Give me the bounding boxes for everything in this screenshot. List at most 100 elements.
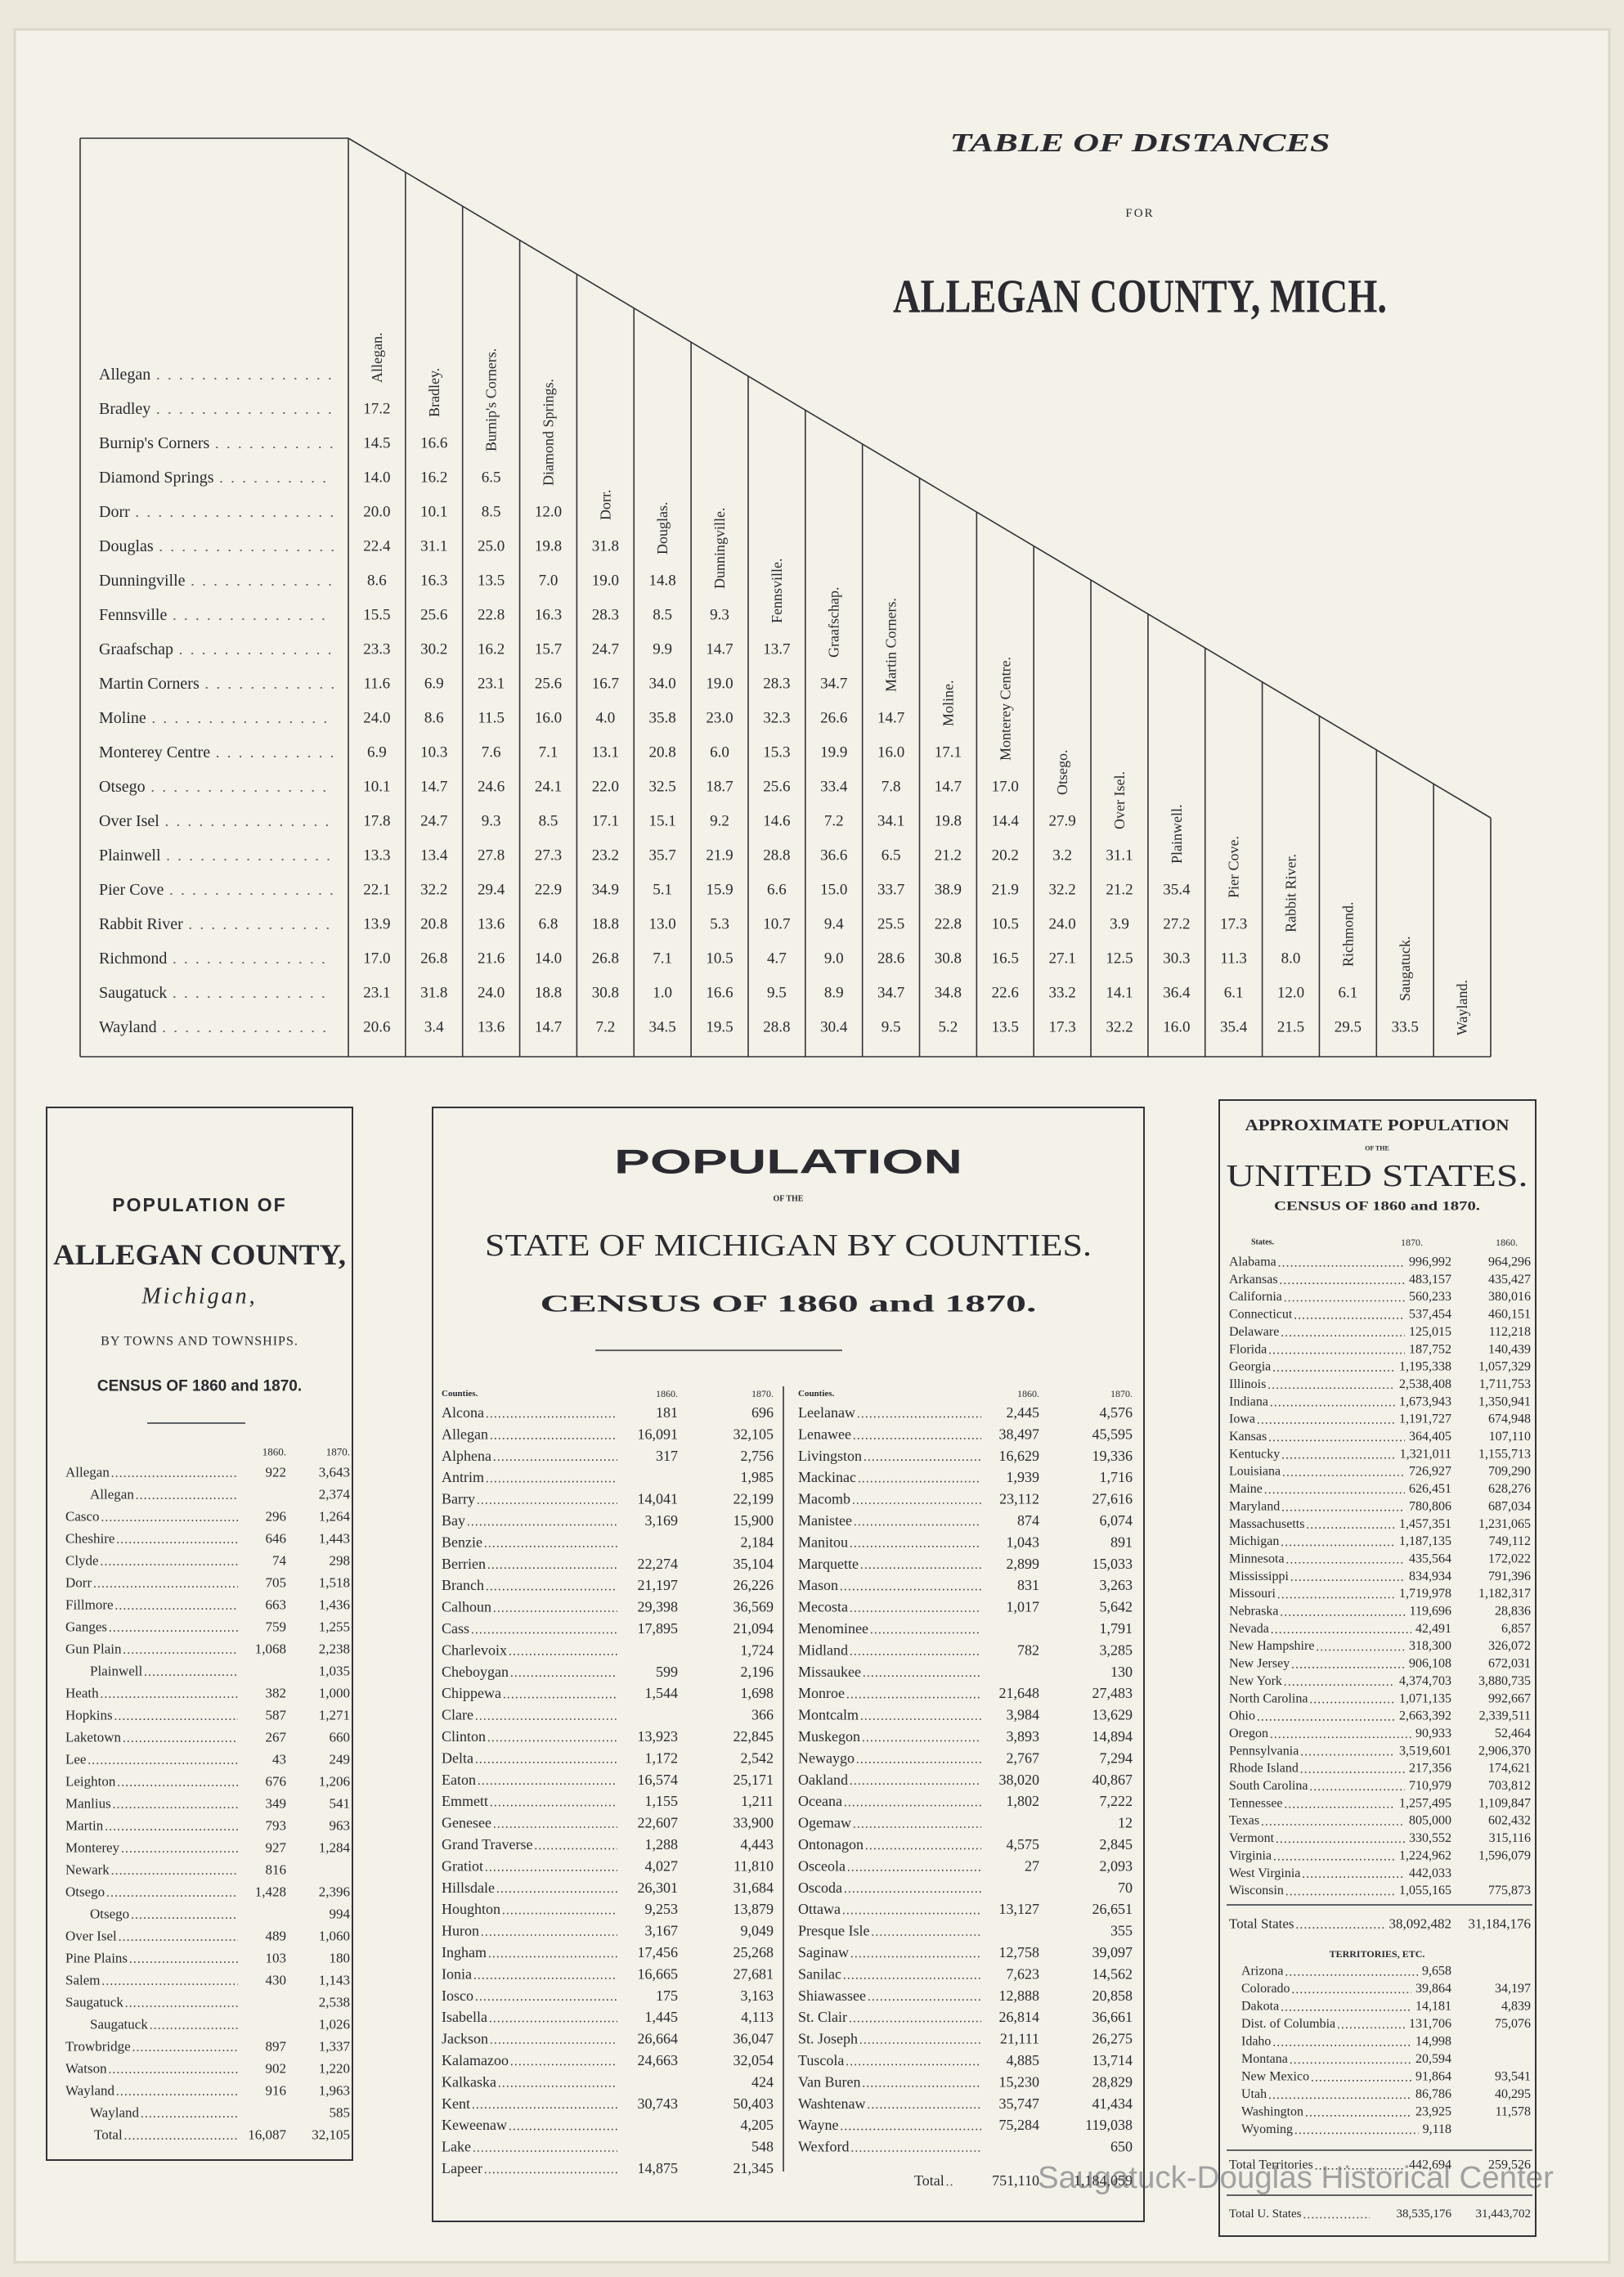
row-value: 125,015	[1409, 1325, 1451, 1339]
row-name: Genesee	[442, 1815, 491, 1831]
row-name: Saugatuck	[65, 1995, 123, 2010]
row-name: Wisconsin	[1229, 1884, 1284, 1898]
row-value: 34,197	[1495, 1982, 1531, 1996]
row-value: 75,284	[999, 2117, 1040, 2133]
distance-value: 9.9	[653, 641, 672, 658]
row-value: 15,900	[733, 1512, 774, 1529]
distance-value: 28.8	[763, 1019, 790, 1036]
distance-value: 15.1	[649, 813, 676, 830]
distance-value: 7.0	[539, 573, 559, 590]
row-value: 1,109,847	[1478, 1796, 1531, 1810]
row-name: Branch	[442, 1577, 484, 1593]
row-value: 537,454	[1409, 1308, 1451, 1322]
distance-value: 30.3	[1163, 950, 1190, 968]
row-value: 16,665	[638, 1965, 679, 1982]
distance-value: 22.8	[935, 916, 962, 933]
row-name: Grand Traverse	[442, 1836, 532, 1853]
row-name: Ontonagon	[798, 1836, 864, 1853]
distance-value: 16.7	[592, 676, 619, 693]
distance-value: 18.8	[535, 985, 562, 1002]
us-of-the: OF THE	[1365, 1145, 1389, 1152]
distance-value: 23.1	[363, 985, 390, 1002]
row-value: 435,427	[1488, 1273, 1531, 1287]
distance-value: 23.2	[592, 847, 619, 865]
row-name: Huron	[442, 1923, 479, 1939]
row-value: 317	[656, 1448, 678, 1464]
row-name: St. Clair	[798, 2009, 847, 2025]
column-header: Richmond.	[1339, 902, 1356, 968]
row-value: 22,199	[733, 1491, 774, 1507]
row-name: Clyde	[65, 1553, 99, 1569]
row-value: 75,076	[1495, 2017, 1531, 2031]
distance-value: 9.5	[767, 985, 787, 1002]
row-name: Washington	[1241, 2105, 1303, 2119]
row-value: 687,034	[1488, 1499, 1531, 1513]
column-header: Diamond Springs.	[540, 379, 556, 486]
distance-value: 15.5	[363, 607, 390, 624]
row-label: Wayland	[99, 1018, 157, 1036]
distance-value: 11.3	[1220, 950, 1247, 968]
row-value: 11,578	[1496, 2105, 1531, 2119]
row-name: Idaho	[1241, 2035, 1271, 2049]
row-name: Emmett	[442, 1793, 488, 1809]
row-value: 32,054	[733, 2052, 774, 2068]
distance-value: 31.8	[592, 538, 619, 555]
row-value: 22,845	[733, 1728, 774, 1745]
distance-value: 27.8	[478, 847, 505, 865]
distance-value: 17.2	[363, 401, 390, 418]
distance-value: 25.6	[535, 676, 562, 693]
row-value: 13,879	[733, 1901, 774, 1917]
distance-value: 13.5	[992, 1019, 1019, 1036]
row-value: 1,445	[645, 2009, 679, 2025]
row-name: Georgia	[1229, 1360, 1271, 1374]
distance-value: 32.2	[1106, 1019, 1133, 1036]
row-name: Ionia	[442, 1965, 472, 1982]
row-value: 709,290	[1488, 1465, 1531, 1479]
distance-value: 33.7	[877, 882, 904, 899]
row-name: Watson	[65, 2061, 107, 2077]
distance-value: 10.5	[706, 950, 733, 968]
distance-value: 6.6	[767, 882, 787, 899]
distance-value: 13.0	[649, 916, 676, 933]
row-name: Martin	[65, 1818, 104, 1834]
row-value: 1,791	[1100, 1620, 1133, 1637]
row-name: New Hampshire	[1229, 1639, 1314, 1653]
row-value: 650	[1110, 2139, 1133, 2155]
row-name: Oscoda	[798, 1880, 842, 1896]
distance-table: Allegan. Bradley. Burnip's Corners. Diamond…	[79, 137, 1492, 1058]
allegan-census: CENSUS OF 1860 and 1870.	[97, 1378, 302, 1395]
row-name: Oakland	[798, 1772, 848, 1788]
row-value: 23,925	[1415, 2105, 1451, 2119]
row-name: Manistee	[798, 1512, 852, 1529]
row-value: 906,108	[1409, 1657, 1451, 1671]
row-value: 259,526	[1488, 2158, 1531, 2172]
row-name: Muskegon	[798, 1728, 860, 1745]
row-name: Monterey	[65, 1840, 120, 1856]
row-value: 2,396	[319, 1884, 350, 1900]
distance-value: 14.7	[877, 710, 904, 727]
row-value: 782	[1017, 1642, 1039, 1658]
distance-value: 14.7	[706, 641, 733, 658]
row-value: 16,091	[638, 1426, 679, 1442]
row-name: Wayland	[65, 2083, 114, 2099]
distance-value: 33.5	[1392, 1019, 1419, 1036]
row-name: Allegan	[442, 1426, 488, 1442]
row-value: 21,111	[1000, 2031, 1039, 2047]
row-name: Allegan	[65, 1465, 110, 1480]
row-value: 9,049	[741, 1923, 774, 1939]
row-value: 1,026	[319, 2017, 350, 2032]
row-name: Salem	[65, 1973, 101, 1988]
row-value: 3,169	[645, 1512, 679, 1529]
distance-value: 28.8	[763, 847, 790, 865]
row-value: 3,984	[1007, 1707, 1040, 1723]
row-value: 660	[330, 1730, 351, 1745]
row-value: 45,595	[1092, 1426, 1133, 1442]
us-box	[1218, 1099, 1537, 2237]
distance-value: 10.5	[992, 916, 1019, 933]
row-value: 35,747	[999, 2095, 1040, 2112]
distance-value: 31.1	[420, 538, 447, 555]
row-value: 834,934	[1409, 1570, 1451, 1583]
distance-value: 21.2	[935, 847, 962, 865]
row-value: 26,814	[999, 2009, 1040, 2025]
allegan-county: ALLEGAN COUNTY,	[53, 1238, 346, 1271]
